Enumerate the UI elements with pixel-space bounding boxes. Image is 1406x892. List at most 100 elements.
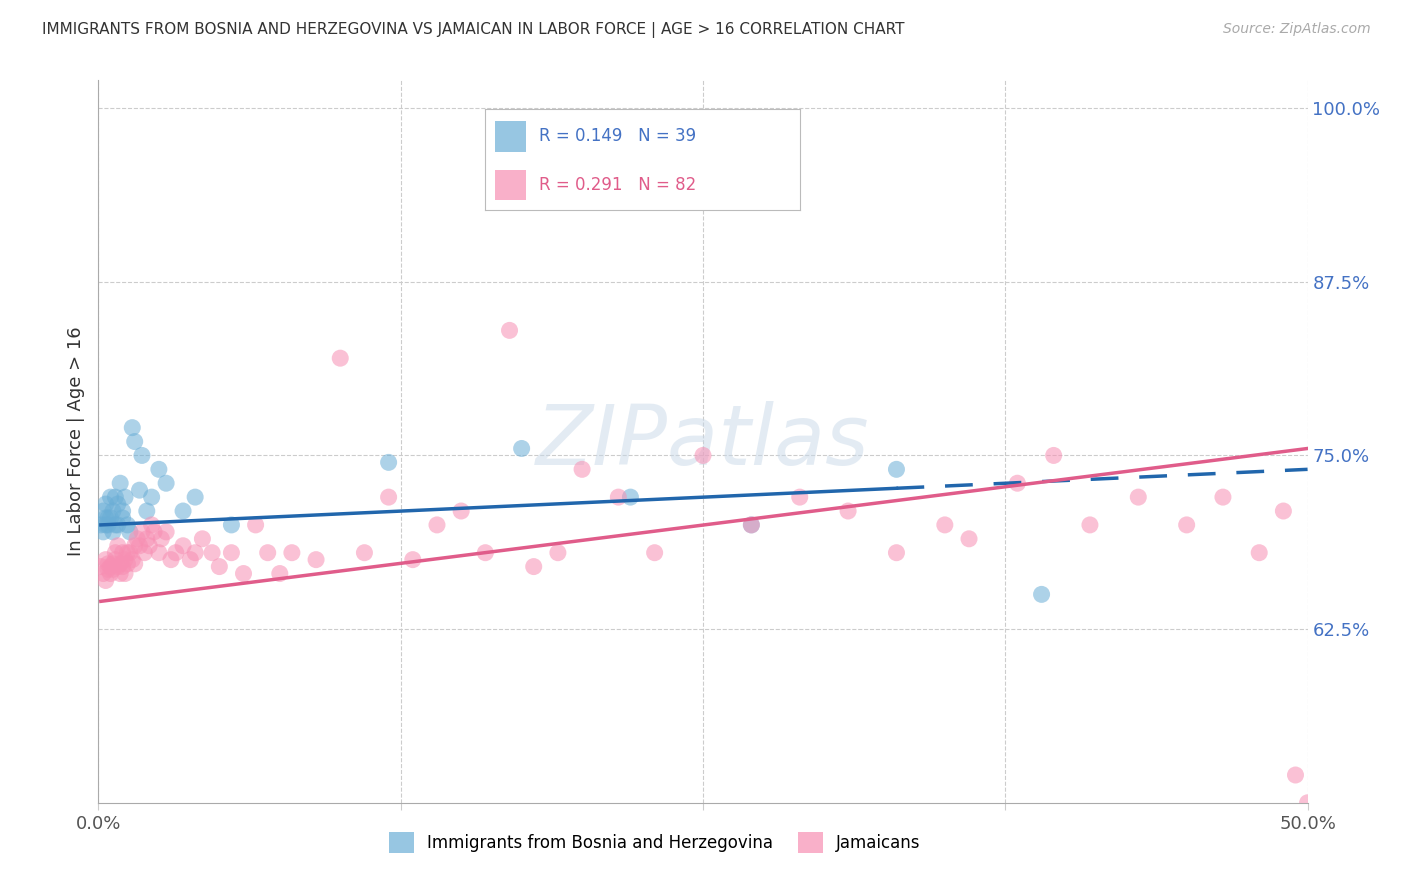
Point: [184, 546, 207, 560]
Point: [111, 546, 134, 560]
Point: [179, 552, 201, 566]
Point: [127, 532, 149, 546]
Point: [101, 557, 124, 571]
Point: [94, 517, 117, 532]
Point: [100, 566, 122, 581]
Point: [886, 462, 908, 476]
Point: [1007, 476, 1029, 491]
Point: [305, 552, 328, 566]
Point: [91, 524, 114, 539]
Point: [100, 511, 122, 525]
Point: [160, 552, 183, 566]
Point: [281, 546, 304, 560]
Point: [934, 517, 956, 532]
Point: [155, 524, 177, 539]
Point: [547, 546, 569, 560]
Point: [184, 490, 207, 504]
Point: [94, 511, 117, 525]
Point: [94, 497, 117, 511]
Point: [571, 462, 593, 476]
Point: [121, 552, 143, 566]
Text: Source: ZipAtlas.com: Source: ZipAtlas.com: [1223, 22, 1371, 37]
Point: [619, 490, 641, 504]
Point: [108, 557, 131, 571]
Point: [104, 517, 127, 532]
Point: [101, 562, 124, 576]
Point: [131, 524, 153, 539]
Point: [165, 546, 187, 560]
Point: [329, 351, 352, 366]
Point: [172, 539, 194, 553]
Point: [450, 504, 472, 518]
Point: [131, 449, 153, 463]
Point: [91, 504, 114, 518]
Point: [740, 517, 762, 532]
Point: [510, 442, 533, 456]
Point: [107, 497, 129, 511]
Point: [104, 552, 127, 566]
Point: [94, 552, 117, 566]
Point: [111, 504, 134, 518]
Point: [1272, 504, 1295, 518]
Point: [353, 546, 375, 560]
Point: [191, 532, 214, 546]
Point: [148, 462, 170, 476]
Point: [232, 566, 254, 581]
Point: [107, 517, 129, 532]
Text: ZIPatlas: ZIPatlas: [536, 401, 870, 482]
Point: [1175, 517, 1198, 532]
Point: [1212, 490, 1234, 504]
Point: [101, 524, 124, 539]
Legend: Immigrants from Bosnia and Herzegovina, Jamaicans: Immigrants from Bosnia and Herzegovina, …: [382, 826, 928, 860]
Point: [498, 323, 520, 337]
Point: [124, 434, 146, 449]
Point: [135, 532, 157, 546]
Point: [148, 546, 170, 560]
Point: [886, 546, 908, 560]
Point: [208, 559, 231, 574]
Point: [155, 476, 177, 491]
Point: [138, 539, 160, 553]
Point: [114, 490, 136, 504]
Point: [97, 562, 120, 576]
Point: [100, 490, 122, 504]
Point: [402, 552, 425, 566]
Point: [740, 517, 762, 532]
Point: [97, 517, 120, 532]
Point: [789, 490, 811, 504]
Y-axis label: In Labor Force | Age > 16: In Labor Force | Age > 16: [66, 326, 84, 557]
Point: [101, 504, 124, 518]
Point: [124, 557, 146, 571]
Point: [135, 504, 157, 518]
Point: [118, 524, 141, 539]
Point: [377, 490, 399, 504]
Point: [607, 490, 630, 504]
Point: [143, 524, 166, 539]
Point: [108, 566, 131, 581]
Point: [128, 539, 150, 553]
Point: [256, 546, 278, 560]
Point: [91, 566, 114, 581]
Point: [97, 511, 120, 525]
Point: [1284, 768, 1306, 782]
Point: [474, 546, 496, 560]
Point: [172, 504, 194, 518]
Point: [1078, 517, 1101, 532]
Point: [837, 504, 859, 518]
Point: [121, 420, 143, 434]
Point: [90, 559, 112, 574]
Point: [201, 546, 224, 560]
Point: [118, 546, 141, 560]
Point: [245, 517, 267, 532]
Point: [141, 490, 163, 504]
Point: [150, 532, 173, 546]
Point: [134, 546, 156, 560]
Point: [111, 511, 134, 525]
Point: [523, 559, 546, 574]
Point: [1042, 449, 1064, 463]
Point: [1296, 796, 1319, 810]
Point: [111, 559, 134, 574]
Point: [221, 517, 243, 532]
Point: [108, 476, 131, 491]
Point: [1128, 490, 1150, 504]
